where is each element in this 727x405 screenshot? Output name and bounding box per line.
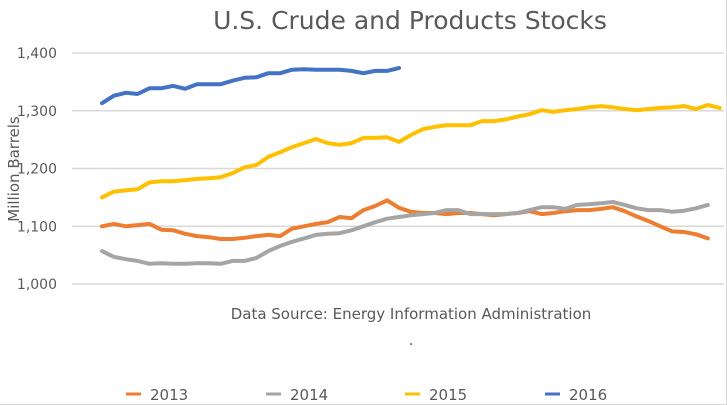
y-tick-label: 1,400 [17,46,57,62]
series-line-2014 [100,200,710,266]
data-source-note: Data Source: Energy Information Administ… [231,305,592,323]
legend-label: 2015 [429,386,467,404]
legend: 2013 2014 2015 2016 [126,386,607,404]
y-axis-ticks: 1,000 1,100 1,200 1,300 1,400 [17,46,57,293]
legend-item-2014: 2014 [266,386,328,404]
legend-item-2016: 2016 [545,386,607,404]
legend-item-2013: 2013 [126,386,188,404]
series-line-2016 [100,66,401,106]
series-line-2013 [100,198,710,241]
y-tick-label: 1,000 [17,277,57,293]
legend-item-2015: 2015 [405,386,467,404]
chart-title: U.S. Crude and Products Stocks [213,6,607,35]
legend-label: 2016 [569,386,607,404]
y-tick-label: 1,300 [17,104,57,120]
y-tick-label: 1,200 [17,162,57,178]
note-dot: . [409,331,414,349]
gridlines [72,52,724,285]
legend-label: 2013 [150,386,188,404]
y-axis-label: Million Barrels [5,116,23,222]
legend-label: 2014 [290,386,328,404]
y-tick-label: 1,100 [17,219,57,235]
series-lines [100,66,722,266]
series-line-2015 [100,103,722,200]
